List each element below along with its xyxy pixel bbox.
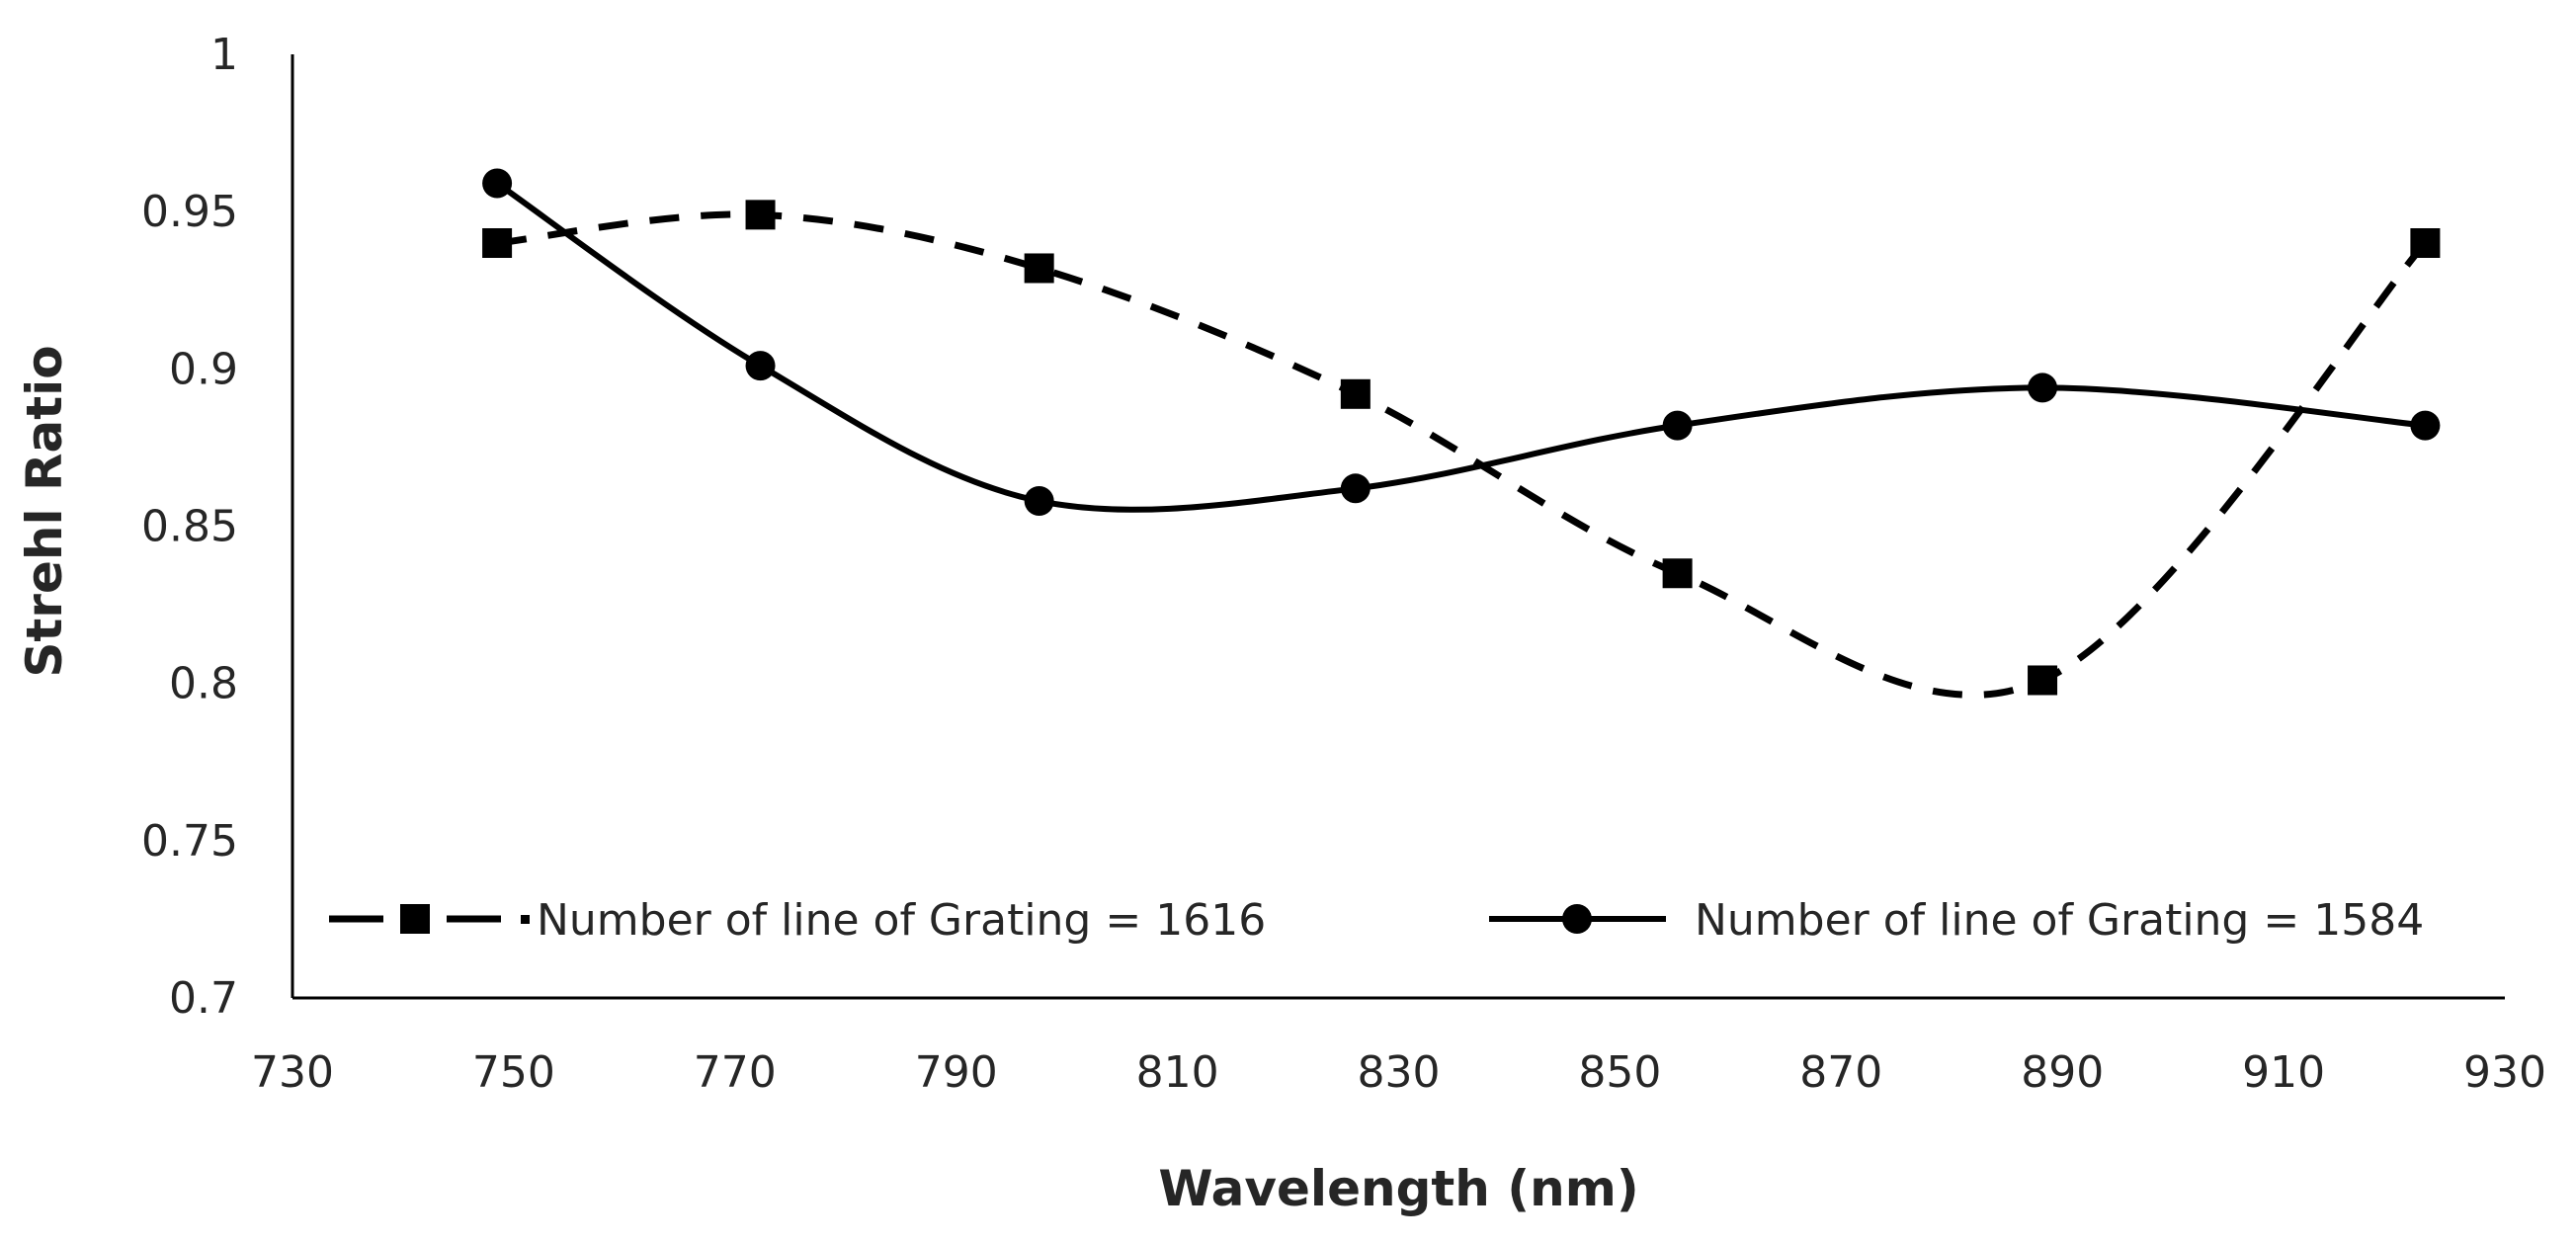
series-1-square-marker — [482, 228, 513, 258]
series-2-circle-marker — [482, 168, 513, 199]
x-tick-label: 810 — [1136, 1047, 1219, 1098]
series-1-square-marker — [2410, 228, 2441, 258]
x-tick-label: 730 — [251, 1047, 334, 1098]
x-tick-label: 890 — [2021, 1047, 2104, 1098]
series-1-square-marker — [1662, 558, 1693, 589]
series-line-2 — [495, 181, 2426, 513]
x-tick-label: 930 — [2463, 1047, 2546, 1098]
y-tick-label: 0.95 — [141, 187, 238, 237]
y-axis-title: Strehl Ratio — [16, 345, 73, 677]
legend-dash-dot — [521, 915, 530, 924]
legend: Number of line of Grating = 1616 Number o… — [329, 895, 2424, 946]
y-tick-labels: 0.7 0.75 0.8 0.85 0.9 0.95 1 — [141, 30, 238, 1024]
x-axis-title: Wavelength (nm) — [1158, 1160, 1638, 1217]
y-tick-label: 0.9 — [169, 344, 238, 394]
x-tick-label: 910 — [2242, 1047, 2325, 1098]
y-tick-label: 0.7 — [169, 973, 238, 1024]
y-tick-label: 0.8 — [169, 659, 238, 709]
series-1-square-marker — [1340, 378, 1371, 409]
legend-label-1616: Number of line of Grating = 1616 — [537, 895, 1266, 946]
series-1-square-marker — [745, 200, 776, 230]
series-2-circle-marker — [2028, 373, 2058, 403]
series-1-square-marker — [2028, 665, 2058, 696]
y-tick-label: 0.85 — [141, 502, 238, 552]
series-2-circle-marker — [1662, 410, 1693, 441]
legend-circle-marker — [1562, 904, 1592, 934]
series-2-circle-marker — [2410, 410, 2441, 441]
x-tick-label: 870 — [1799, 1047, 1882, 1098]
y-tick-label: 0.75 — [141, 816, 238, 867]
x-tick-label: 770 — [694, 1047, 777, 1098]
x-tick-labels: 730 750 770 790 810 830 850 870 890 910 930 — [251, 1047, 2546, 1098]
legend-square-marker — [400, 904, 430, 934]
x-tick-label: 790 — [915, 1047, 998, 1098]
x-tick-label: 830 — [1358, 1047, 1441, 1098]
series-2-circle-marker — [745, 351, 776, 381]
series-line-1 — [496, 210, 2429, 699]
x-tick-label: 750 — [472, 1047, 555, 1098]
series-layer — [482, 168, 2441, 699]
y-tick-label: 1 — [210, 30, 238, 80]
x-tick-label: 850 — [1578, 1047, 1661, 1098]
legend-label-1584: Number of line of Grating = 1584 — [1695, 895, 2424, 946]
series-1-square-marker — [1024, 253, 1054, 284]
axes-layer — [291, 54, 2505, 1000]
series-2-circle-marker — [1024, 486, 1054, 517]
series-2-circle-marker — [1340, 473, 1371, 504]
